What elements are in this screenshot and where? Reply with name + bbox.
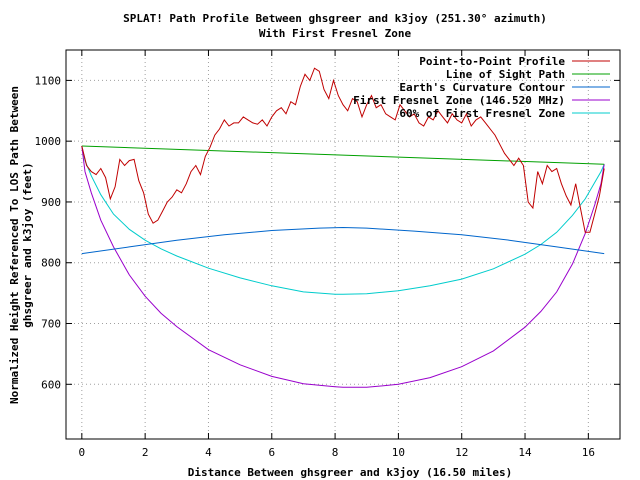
- x-tick-label: 2: [142, 446, 149, 459]
- series-line-4: [81, 145, 605, 295]
- x-axis-label: Distance Between ghsgreer and k3joy (16.…: [188, 466, 513, 479]
- y-tick-label: 1100: [35, 74, 62, 87]
- x-tick-label: 14: [518, 446, 532, 459]
- x-tick-label: 4: [205, 446, 212, 459]
- x-tick-label: 12: [455, 446, 468, 459]
- y-tick-label: 1000: [35, 135, 62, 148]
- y-tick-label: 900: [41, 196, 61, 209]
- x-tick-label: 16: [582, 446, 595, 459]
- chart-title: SPLAT! Path Profile Between ghsgreer and…: [123, 12, 547, 25]
- chart-subtitle: With First Fresnel Zone: [259, 27, 412, 40]
- y-tick-label: 600: [41, 378, 61, 391]
- x-tick-label: 6: [268, 446, 275, 459]
- legend-label-1: Line of Sight Path: [446, 68, 565, 81]
- x-tick-label: 8: [332, 446, 339, 459]
- series-line-2: [81, 226, 605, 255]
- legend-label-4: 60% of First Fresnel Zone: [399, 107, 565, 120]
- grid: [66, 50, 620, 439]
- y-tick-label: 800: [41, 257, 61, 270]
- legend-label-3: First Fresnel Zone (146.520 MHz): [353, 94, 565, 107]
- series-lines: [81, 67, 605, 388]
- x-tick-label: 10: [392, 446, 405, 459]
- axis-ticks: 0 2 4 6 8 10 12 14 16 600 700 800 900 1000 1100: [35, 50, 620, 459]
- y-axis-label-line2: ghsgreer and k3joy (feet): [21, 162, 34, 328]
- x-tick-label: 0: [79, 446, 86, 459]
- series-line-0: [81, 67, 605, 233]
- y-tick-label: 700: [41, 318, 61, 331]
- legend-label-2: Earth's Curvature Contour: [399, 81, 565, 94]
- plot-frame: [65, 49, 621, 440]
- series-line-3: [81, 145, 605, 388]
- y-axis-label-line1: Normalized Height Referenced To LOS Path…: [8, 86, 21, 404]
- legend-label-0: Point-to-Point Profile: [419, 55, 565, 68]
- series-line-1: [81, 145, 605, 165]
